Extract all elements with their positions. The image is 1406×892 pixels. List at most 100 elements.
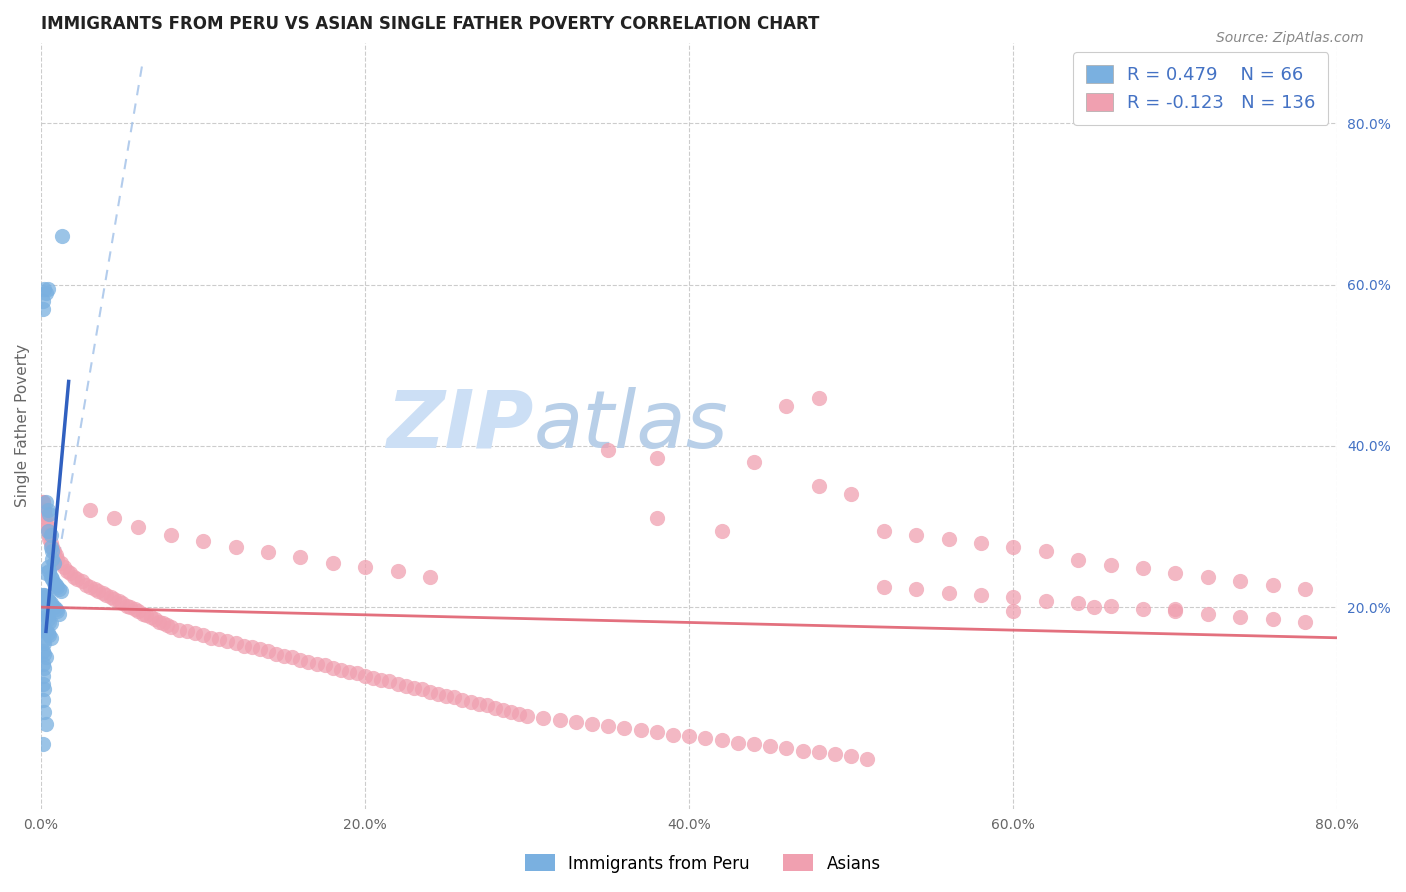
Point	[970, 588, 993, 602]
Point	[225, 636, 247, 650]
Point	[34, 503, 56, 517]
Point	[87, 584, 110, 599]
Point	[742, 455, 765, 469]
Point	[1099, 558, 1122, 573]
Point	[1294, 615, 1316, 629]
Point	[34, 636, 56, 650]
Point	[484, 701, 506, 715]
Point	[1132, 561, 1154, 575]
Point	[41, 599, 63, 613]
Point	[38, 527, 60, 541]
Point	[322, 556, 344, 570]
Point	[38, 593, 60, 607]
Point	[1083, 600, 1105, 615]
Point	[1002, 540, 1025, 554]
Point	[48, 607, 70, 621]
Point	[839, 487, 862, 501]
Point	[1261, 612, 1284, 626]
Point	[37, 596, 59, 610]
Point	[38, 532, 60, 546]
Point	[824, 747, 846, 761]
Point	[598, 442, 620, 457]
Point	[94, 588, 117, 602]
Point	[46, 551, 69, 566]
Point	[42, 600, 65, 615]
Point	[42, 543, 65, 558]
Point	[38, 628, 60, 642]
Point	[39, 540, 62, 554]
Point	[387, 564, 409, 578]
Point	[31, 737, 53, 751]
Point	[873, 580, 896, 594]
Point	[792, 744, 814, 758]
Point	[37, 626, 59, 640]
Point	[38, 615, 60, 629]
Point	[49, 556, 72, 570]
Point	[39, 535, 62, 549]
Point	[290, 550, 312, 565]
Point	[103, 592, 125, 607]
Point	[419, 569, 441, 583]
Point	[35, 591, 58, 605]
Point	[873, 524, 896, 538]
Point	[38, 508, 60, 522]
Text: atlas: atlas	[534, 387, 728, 465]
Point	[613, 721, 636, 735]
Point	[34, 660, 56, 674]
Point	[34, 607, 56, 621]
Point	[354, 559, 377, 574]
Point	[111, 596, 134, 610]
Point	[434, 689, 457, 703]
Point	[1099, 599, 1122, 613]
Point	[645, 450, 668, 465]
Point	[1164, 566, 1187, 581]
Point	[200, 631, 222, 645]
Point	[31, 495, 53, 509]
Point	[467, 697, 489, 711]
Point	[31, 293, 53, 308]
Point	[492, 703, 515, 717]
Point	[208, 632, 231, 647]
Point	[35, 624, 58, 639]
Point	[516, 709, 538, 723]
Point	[354, 668, 377, 682]
Point	[31, 620, 53, 634]
Point	[41, 551, 63, 566]
Point	[273, 648, 295, 663]
Point	[533, 711, 555, 725]
Point	[167, 623, 190, 637]
Point	[79, 503, 101, 517]
Point	[46, 580, 69, 594]
Point	[970, 535, 993, 549]
Point	[35, 516, 58, 530]
Point	[1132, 601, 1154, 615]
Point	[70, 574, 93, 589]
Point	[31, 301, 53, 316]
Point	[148, 615, 170, 629]
Point	[856, 752, 879, 766]
Point	[361, 671, 384, 685]
Point	[1261, 577, 1284, 591]
Point	[387, 677, 409, 691]
Point	[79, 580, 101, 594]
Point	[264, 647, 287, 661]
Point	[41, 572, 63, 586]
Point	[225, 540, 247, 554]
Point	[548, 713, 571, 727]
Point	[115, 599, 138, 613]
Text: IMMIGRANTS FROM PERU VS ASIAN SINGLE FATHER POVERTY CORRELATION CHART: IMMIGRANTS FROM PERU VS ASIAN SINGLE FAT…	[41, 15, 820, 33]
Point	[727, 735, 749, 749]
Point	[35, 495, 58, 509]
Point	[370, 673, 392, 687]
Point	[45, 577, 67, 591]
Point	[103, 511, 125, 525]
Point	[938, 585, 960, 599]
Point	[132, 607, 155, 621]
Point	[176, 624, 198, 639]
Point	[159, 620, 181, 634]
Point	[257, 644, 280, 658]
Point	[1294, 582, 1316, 597]
Text: ZIP: ZIP	[387, 387, 534, 465]
Point	[51, 229, 73, 244]
Point	[62, 569, 84, 583]
